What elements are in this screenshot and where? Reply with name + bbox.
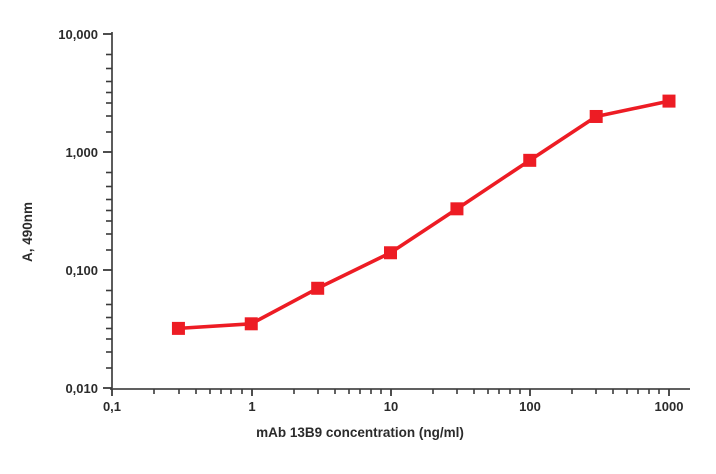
y-tick-label: 1,000 xyxy=(65,145,98,160)
series-mab-13b9 xyxy=(171,94,676,335)
data-point xyxy=(662,94,676,108)
series-line xyxy=(176,99,671,331)
x-tick-label: 0,1 xyxy=(103,399,121,414)
x-axis-tick-labels: 0,1 1 10 100 1000 xyxy=(103,399,684,414)
y-axis-tick-labels: 10,000 1,000 0,100 0,010 xyxy=(58,27,98,396)
data-point xyxy=(384,246,397,260)
data-point xyxy=(450,202,464,216)
data-point xyxy=(589,109,603,123)
x-tick-label: 10 xyxy=(384,399,398,414)
x-tick-label: 1000 xyxy=(655,399,684,414)
x-tick-label: 100 xyxy=(519,399,541,414)
y-tick-label: 0,100 xyxy=(65,263,98,278)
x-axis-minor-ticks xyxy=(153,389,660,394)
x-tick-label: 1 xyxy=(248,399,255,414)
y-tick-label: 0,010 xyxy=(65,381,98,396)
data-point xyxy=(311,281,325,295)
y-tick-label: 10,000 xyxy=(58,27,98,42)
x-axis-title: mAb 13B9 concentration (ng/ml) xyxy=(256,425,464,440)
x-axis-major-ticks xyxy=(111,389,670,396)
y-axis-major-ticks xyxy=(103,33,112,389)
data-point xyxy=(244,317,258,331)
y-axis-minor-ticks xyxy=(106,53,112,369)
series-markers xyxy=(171,94,676,335)
y-axis-title: A, 490nm xyxy=(20,202,35,262)
data-point xyxy=(171,321,185,335)
data-point xyxy=(523,153,537,167)
